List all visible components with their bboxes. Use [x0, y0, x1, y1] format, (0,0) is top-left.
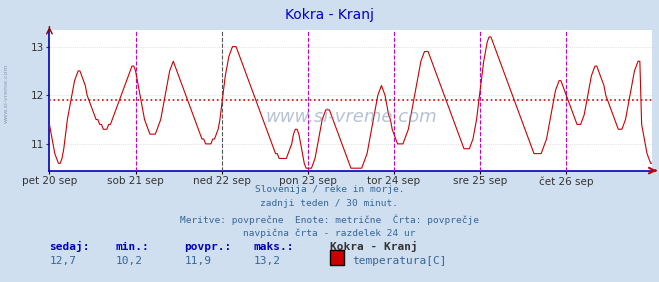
Text: sedaj:: sedaj:: [49, 241, 90, 252]
Text: 11,9: 11,9: [185, 256, 212, 266]
Text: 12,7: 12,7: [49, 256, 76, 266]
Text: Kokra - Kranj: Kokra - Kranj: [330, 241, 417, 252]
Text: www.si-vreme.com: www.si-vreme.com: [265, 108, 437, 126]
Text: 13,2: 13,2: [254, 256, 281, 266]
Text: temperatura[C]: temperatura[C]: [353, 256, 447, 266]
Text: navpična črta - razdelek 24 ur: navpična črta - razdelek 24 ur: [243, 229, 416, 238]
Text: min.:: min.:: [115, 242, 149, 252]
Text: zadnji teden / 30 minut.: zadnji teden / 30 minut.: [260, 199, 399, 208]
Text: povpr.:: povpr.:: [185, 242, 232, 252]
Text: Kokra - Kranj: Kokra - Kranj: [285, 8, 374, 23]
Text: 10,2: 10,2: [115, 256, 142, 266]
Text: maks.:: maks.:: [254, 242, 294, 252]
Text: www.si-vreme.com: www.si-vreme.com: [4, 63, 9, 123]
Text: Meritve: povprečne  Enote: metrične  Črta: povprečje: Meritve: povprečne Enote: metrične Črta:…: [180, 214, 479, 224]
Text: Slovenija / reke in morje.: Slovenija / reke in morje.: [255, 185, 404, 194]
